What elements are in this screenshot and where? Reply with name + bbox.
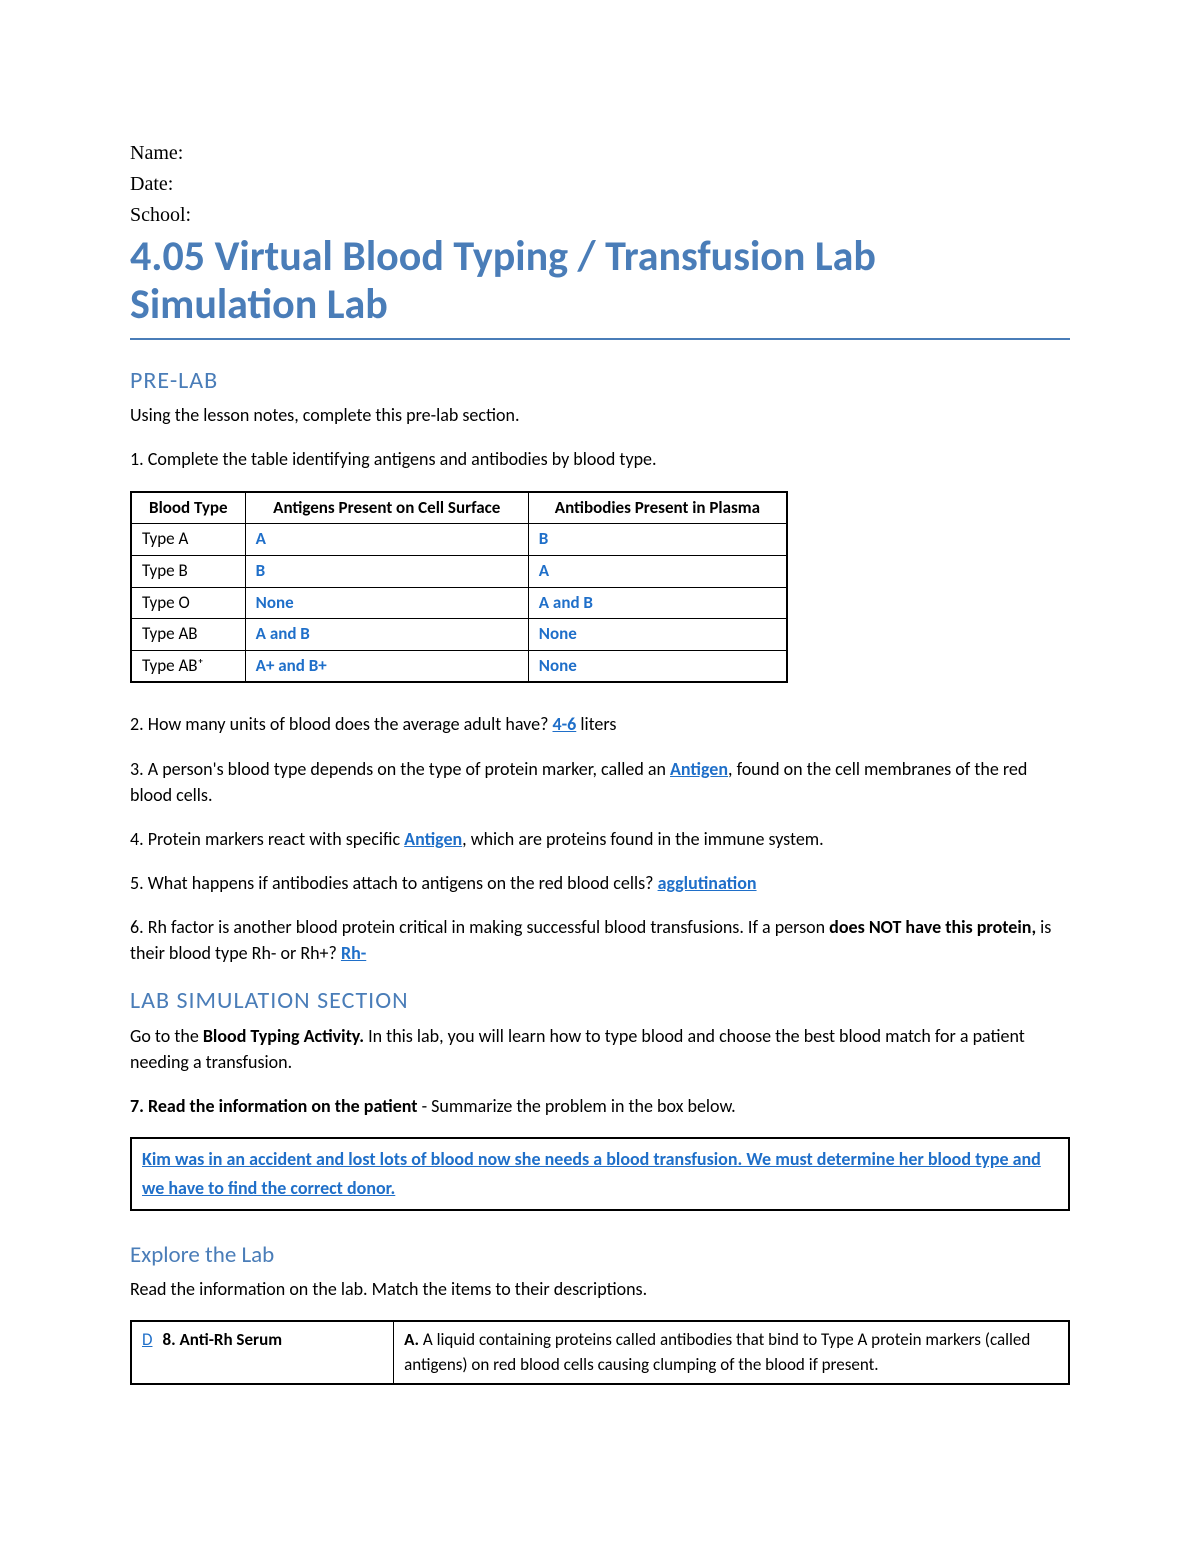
labsim-intro: Go to the Blood Typing Activity. In this…	[130, 1023, 1070, 1075]
q6-answer: Rh-	[341, 942, 366, 964]
cell-antigen: None	[245, 587, 528, 619]
q2-pre: 2. How many units of blood does the aver…	[130, 713, 553, 735]
cell-type: Type B	[131, 555, 245, 587]
q6: 6. Rh factor is another blood protein cr…	[130, 914, 1070, 966]
cell-antibody: A and B	[528, 587, 787, 619]
q7-post: - Summarize the problem in the box below…	[418, 1095, 736, 1117]
date-label: Date:	[130, 171, 1070, 198]
q3: 3. A person's blood type depends on the …	[130, 756, 1070, 808]
cell-type: Type AB	[131, 619, 245, 651]
table-header-row: Blood Type Antigens Present on Cell Surf…	[131, 492, 787, 524]
col-blood-type: Blood Type	[131, 492, 245, 524]
q5: 5. What happens if antibodies attach to …	[130, 870, 1070, 896]
q3-answer: Antigen	[670, 758, 728, 780]
match-table: D 8. Anti-Rh Serum A. A liquid containing…	[130, 1320, 1070, 1385]
match-label: 8. Anti-Rh Serum	[162, 1329, 282, 1350]
q3-pre: 3. A person's blood type depends on the …	[130, 758, 670, 780]
q6-pre: 6. Rh factor is another blood protein cr…	[130, 916, 829, 938]
table-row: Type O None A and B	[131, 587, 787, 619]
q7: 7. Read the information on the patient -…	[130, 1093, 1070, 1119]
cell-antigen: A	[245, 524, 528, 556]
q5-answer: agglutination	[658, 872, 757, 894]
match-left-cell: D 8. Anti-Rh Serum	[131, 1321, 394, 1384]
table-row: Type AB⁺ A+ and B+ None	[131, 650, 787, 682]
q4-post: , which are proteins found in the immune…	[462, 828, 824, 850]
name-label: Name:	[130, 140, 1070, 167]
q4: 4. Protein markers react with specific A…	[130, 826, 1070, 852]
table-row: Type AB A and B None	[131, 619, 787, 651]
explore-heading: Explore the Lab	[130, 1239, 1070, 1272]
page-title: 4.05 Virtual Blood Typing / Transfusion …	[130, 233, 1070, 340]
q7-bold: 7. Read the information on the patient	[130, 1095, 418, 1117]
prelab-heading: PRE-LAB	[130, 364, 1070, 399]
cell-antibody: None	[528, 650, 787, 682]
q4-pre: 4. Protein markers react with specific	[130, 828, 404, 850]
cell-antigen: A+ and B+	[245, 650, 528, 682]
summary-text: Kim was in an accident and lost lots of …	[142, 1148, 1041, 1199]
labsim-intro-pre: Go to the	[130, 1025, 203, 1047]
table-row: Type A A B	[131, 524, 787, 556]
q2: 2. How many units of blood does the aver…	[130, 711, 1070, 737]
col-antigens: Antigens Present on Cell Surface	[245, 492, 528, 524]
match-option-text: A liquid containing proteins called anti…	[404, 1329, 1030, 1375]
cell-antibody: B	[528, 524, 787, 556]
col-antibodies: Antibodies Present in Plasma	[528, 492, 787, 524]
cell-antigen: A and B	[245, 619, 528, 651]
match-answer-letter: D	[142, 1329, 152, 1350]
explore-intro: Read the information on the lab. Match t…	[130, 1276, 1070, 1302]
match-right-cell: A. A liquid containing proteins called a…	[394, 1321, 1069, 1384]
summary-box: Kim was in an accident and lost lots of …	[130, 1137, 1070, 1211]
prelab-intro: Using the lesson notes, complete this pr…	[130, 402, 1070, 428]
q1-text: 1. Complete the table identifying antige…	[130, 446, 1070, 472]
q6-bold: does NOT have this protein,	[829, 916, 1036, 938]
q2-answer: 4-6	[553, 713, 577, 735]
q5-pre: 5. What happens if antibodies attach to …	[130, 872, 658, 894]
q4-answer: Antigen	[404, 828, 462, 850]
labsim-heading: LAB SIMULATION SECTION	[130, 984, 1070, 1019]
cell-antibody: None	[528, 619, 787, 651]
table-row: Type B B A	[131, 555, 787, 587]
school-label: School:	[130, 202, 1070, 229]
match-option-letter: A.	[404, 1329, 419, 1350]
q2-post: liters	[576, 713, 616, 735]
labsim-intro-bold: Blood Typing Activity.	[203, 1025, 364, 1047]
match-row: D 8. Anti-Rh Serum A. A liquid containing…	[131, 1321, 1069, 1384]
cell-antigen: B	[245, 555, 528, 587]
cell-type: Type O	[131, 587, 245, 619]
cell-antibody: A	[528, 555, 787, 587]
blood-type-table: Blood Type Antigens Present on Cell Surf…	[130, 491, 788, 684]
cell-type: Type AB⁺	[131, 650, 245, 682]
cell-type: Type A	[131, 524, 245, 556]
